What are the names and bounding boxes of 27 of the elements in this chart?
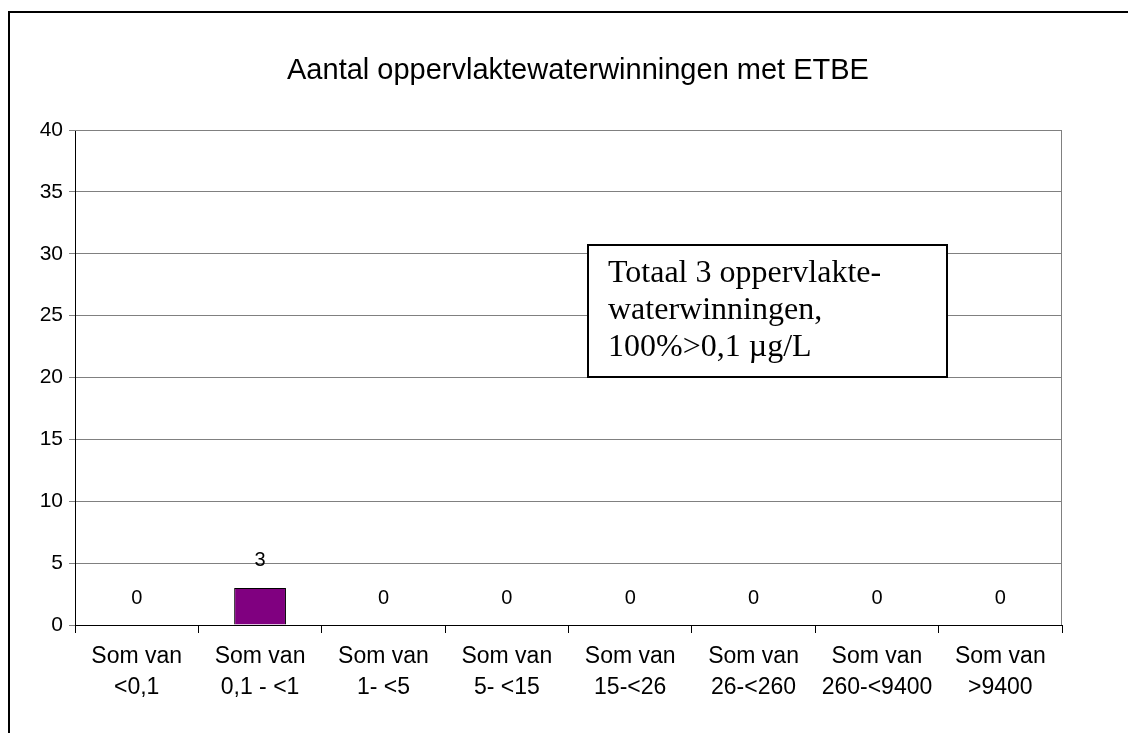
data-label: 0 [131,585,143,608]
x-tick-label: Som van <0,1 [91,641,183,699]
y-tick-label: 25 [39,302,63,326]
x-tick-label: Som van 260-<9400 [821,641,933,699]
data-label: 0 [624,585,636,608]
y-tick-label: 30 [39,240,63,264]
data-label: 0 [871,585,883,608]
x-tick-label: Som van 26-<260 [708,641,799,699]
chart-title: Aantal oppervlaktewaterwinningen met ETBE [287,53,869,85]
annotation: Totaal 3 oppervlakte-waterwinningen, 100%>0,1 µg/L [608,253,883,364]
y-tick-label: 40 [39,116,63,140]
y-tick-label: 35 [39,178,63,202]
data-label: 0 [748,585,760,608]
x-tick-label: Som van >9400 [954,641,1046,699]
data-label: 0 [377,585,389,608]
y-tick-label: 20 [39,364,63,388]
y-tick-label: 0 [51,611,63,635]
y-tick-label: 10 [39,488,63,512]
data-label: 3 [254,548,266,571]
x-tick-label: Som van 1- <5 [338,641,429,699]
x-tick-label: Som van 0,1 - <1 [214,641,306,699]
x-tick-label: Som van 15-<26 [584,641,676,699]
data-label: 0 [501,585,513,608]
y-tick-label: 15 [39,426,63,450]
data-label: 0 [994,585,1006,608]
x-tick-label: Som van 5- <15 [461,641,553,699]
y-tick-label: 5 [51,549,63,573]
